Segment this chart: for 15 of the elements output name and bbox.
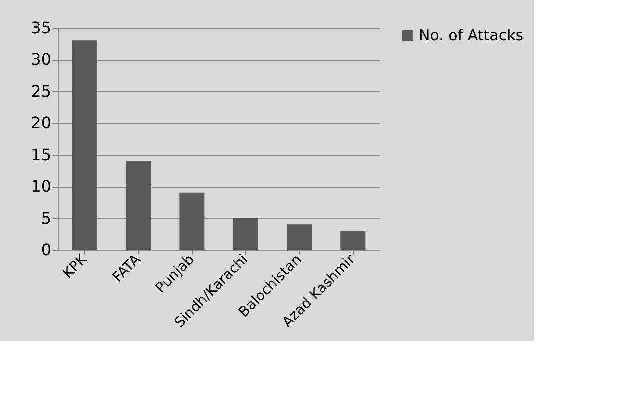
y-tick-label: 15: [31, 145, 52, 164]
y-tick-label: 30: [31, 50, 52, 70]
y-tick-label: 0: [41, 240, 52, 260]
y-tick-label: 20: [31, 114, 52, 133]
legend-label: No. of Attacks: [419, 26, 524, 44]
bar: [72, 40, 98, 250]
y-tick-label: 5: [41, 208, 52, 228]
y-tick-label: 10: [31, 177, 52, 196]
bar: [287, 224, 312, 250]
y-tick-label: 35: [31, 18, 52, 38]
y-tick-label: 25: [31, 82, 52, 101]
bar: [340, 230, 366, 250]
bar: [180, 192, 205, 250]
bar: [126, 161, 151, 250]
bar: [233, 218, 258, 250]
